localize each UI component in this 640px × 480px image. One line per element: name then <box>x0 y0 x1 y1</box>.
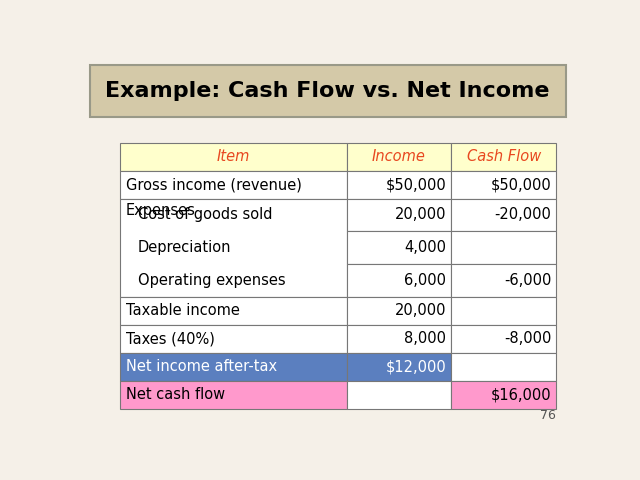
FancyBboxPatch shape <box>347 381 451 408</box>
FancyBboxPatch shape <box>347 231 451 264</box>
Text: Operating expenses: Operating expenses <box>138 273 285 288</box>
FancyBboxPatch shape <box>347 170 451 199</box>
Text: Taxable income: Taxable income <box>125 303 239 318</box>
Text: Income: Income <box>372 149 426 164</box>
Text: Taxes (40%): Taxes (40%) <box>125 331 214 346</box>
FancyBboxPatch shape <box>451 353 556 381</box>
Text: $50,000: $50,000 <box>386 177 447 192</box>
Text: Net income after-tax: Net income after-tax <box>125 359 276 374</box>
Text: Cost of goods sold: Cost of goods sold <box>138 207 272 222</box>
Text: -8,000: -8,000 <box>504 331 551 346</box>
FancyBboxPatch shape <box>451 143 556 170</box>
FancyBboxPatch shape <box>451 324 556 353</box>
Text: -6,000: -6,000 <box>504 273 551 288</box>
FancyBboxPatch shape <box>120 143 347 170</box>
FancyBboxPatch shape <box>347 297 451 324</box>
Text: Net cash flow: Net cash flow <box>125 387 225 402</box>
FancyBboxPatch shape <box>120 297 347 324</box>
Text: Example: Cash Flow vs. Net Income: Example: Cash Flow vs. Net Income <box>105 81 549 101</box>
FancyBboxPatch shape <box>347 199 451 231</box>
Text: Gross income (revenue): Gross income (revenue) <box>125 177 301 192</box>
FancyBboxPatch shape <box>347 264 451 297</box>
FancyBboxPatch shape <box>120 170 347 199</box>
Text: 20,000: 20,000 <box>395 207 447 222</box>
Text: $16,000: $16,000 <box>491 387 551 402</box>
Text: $12,000: $12,000 <box>386 359 447 374</box>
Text: 8,000: 8,000 <box>404 331 447 346</box>
Text: Expenses: Expenses <box>125 203 195 218</box>
FancyBboxPatch shape <box>451 170 556 199</box>
FancyBboxPatch shape <box>120 353 347 381</box>
Text: -20,000: -20,000 <box>494 207 551 222</box>
FancyBboxPatch shape <box>451 199 556 231</box>
Text: 20,000: 20,000 <box>395 303 447 318</box>
Text: 4,000: 4,000 <box>404 240 447 255</box>
FancyBboxPatch shape <box>451 264 556 297</box>
Text: $50,000: $50,000 <box>490 177 551 192</box>
FancyBboxPatch shape <box>451 381 556 408</box>
FancyBboxPatch shape <box>90 65 566 117</box>
Text: 76: 76 <box>540 408 556 421</box>
FancyBboxPatch shape <box>347 324 451 353</box>
Text: 6,000: 6,000 <box>404 273 447 288</box>
FancyBboxPatch shape <box>120 381 347 408</box>
FancyBboxPatch shape <box>347 353 451 381</box>
Text: Depreciation: Depreciation <box>138 240 231 255</box>
FancyBboxPatch shape <box>347 143 451 170</box>
FancyBboxPatch shape <box>451 297 556 324</box>
Text: Cash Flow: Cash Flow <box>467 149 541 164</box>
Text: Item: Item <box>216 149 250 164</box>
FancyBboxPatch shape <box>120 199 347 297</box>
FancyBboxPatch shape <box>451 231 556 264</box>
FancyBboxPatch shape <box>120 324 347 353</box>
